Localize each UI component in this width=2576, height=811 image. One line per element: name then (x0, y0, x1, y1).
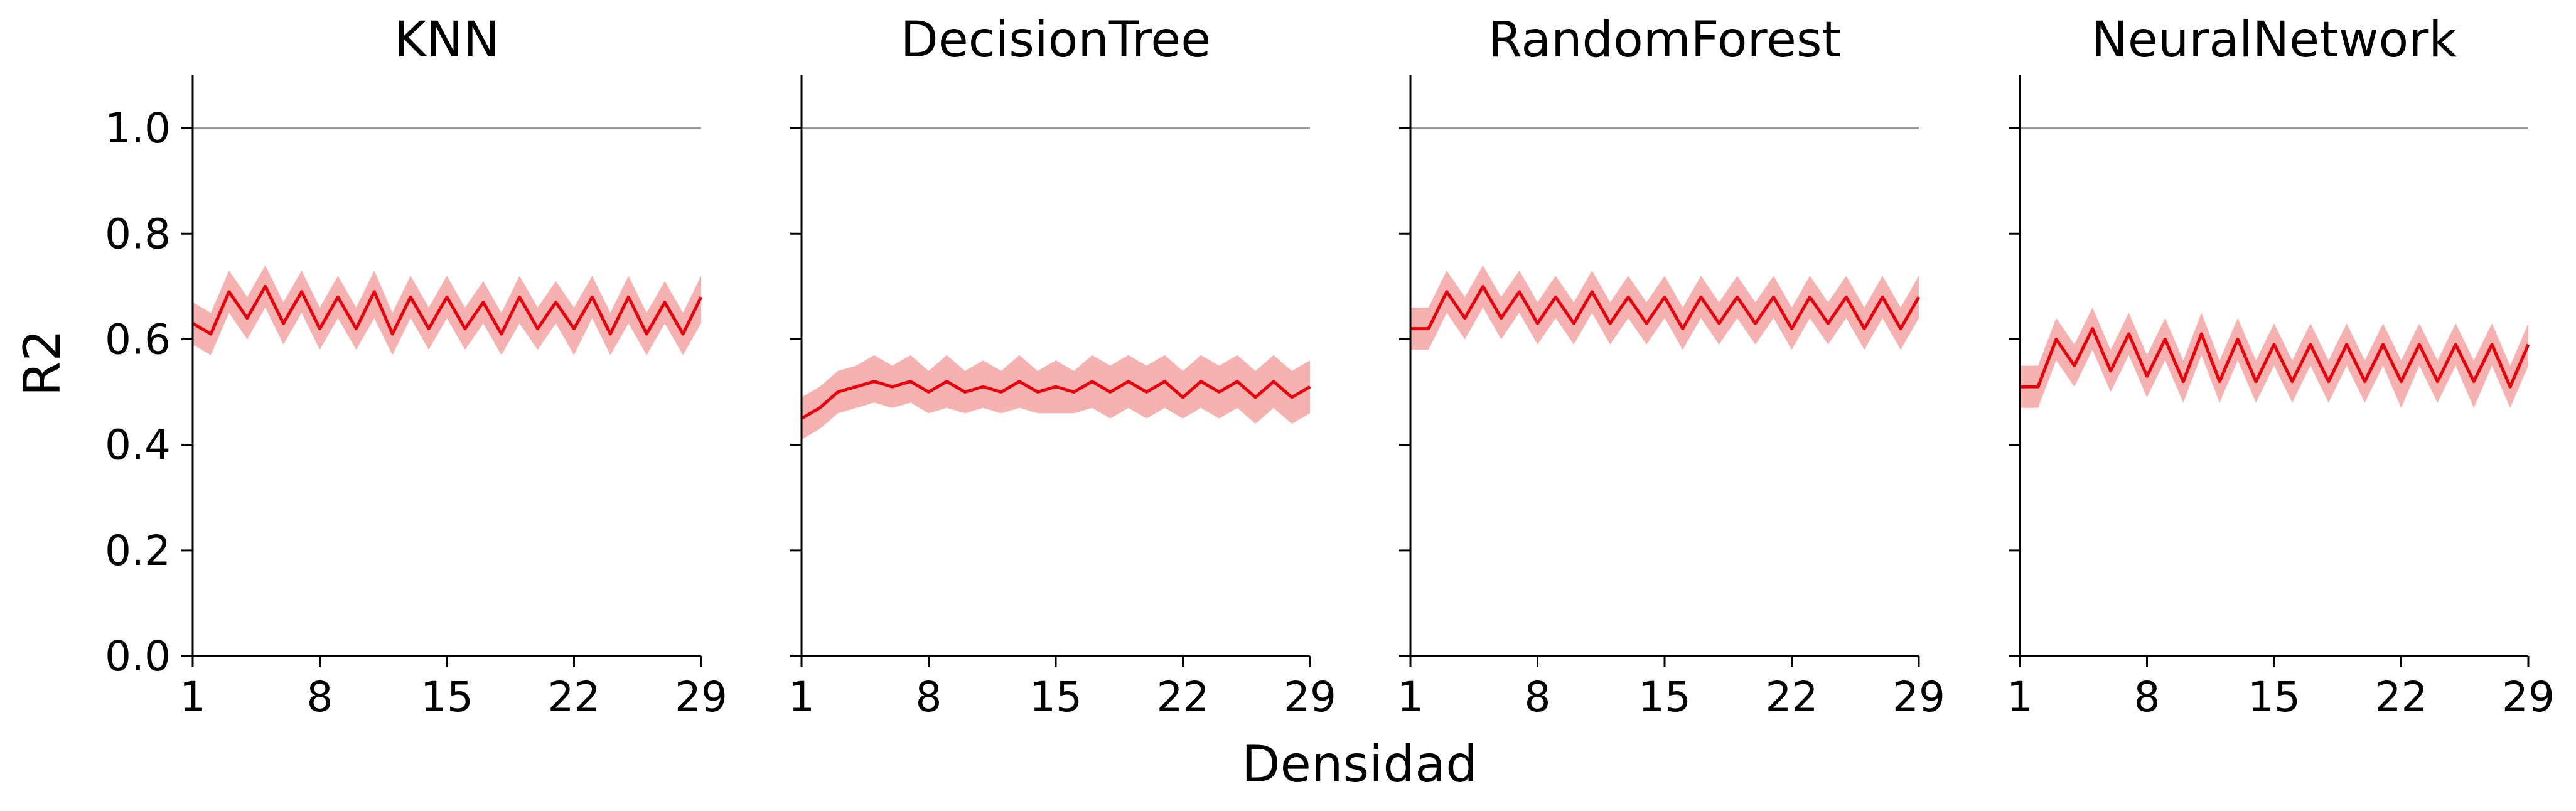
series-line (800, 380, 1311, 420)
y-tick-label: 0.0 (105, 632, 171, 680)
y-axis-label: R2 (13, 330, 72, 396)
x-tick-label: 15 (1638, 673, 1691, 721)
x-tick-label: 8 (2134, 673, 2160, 721)
chart-panel-4: NeuralNetwork 1 8 15 22 29 (2007, 12, 2555, 721)
y-tick-label: 0.8 (105, 210, 171, 258)
y-tick-label: 0.4 (105, 421, 171, 470)
panel-title: NeuralNetwork (2091, 12, 2457, 68)
series-line (191, 284, 703, 336)
x-tick-label: 29 (1284, 673, 1336, 721)
y-tick-label: 0.6 (105, 315, 171, 363)
x-tick-label: 15 (1029, 673, 1082, 721)
confidence-band (802, 355, 1310, 440)
x-tick-label: 15 (2248, 673, 2300, 721)
confidence-band (1410, 265, 1919, 350)
panel-title: DecisionTree (901, 12, 1211, 68)
chart-panel-1: KNN 0.0 0.2 0.4 0.6 0.8 1.0 1 8 15 22 29 (105, 12, 727, 721)
x-tick-label: 8 (1525, 673, 1551, 721)
series-line (2020, 327, 2530, 389)
chart-panel-2: DecisionTree 1 8 15 22 29 (788, 12, 1336, 721)
panel-title: KNN (394, 12, 500, 68)
x-tick-label: 1 (788, 673, 815, 721)
y-tick-label: 1.0 (105, 104, 171, 153)
x-tick-label: 1 (1397, 673, 1424, 721)
confidence-band (193, 265, 701, 355)
x-tick-label: 1 (2007, 673, 2033, 721)
x-tick-label: 22 (2375, 673, 2428, 721)
x-tick-label: 29 (1892, 673, 1945, 721)
x-tick-label: 15 (421, 673, 473, 721)
x-tick-label: 8 (916, 673, 942, 721)
x-tick-label: 1 (180, 673, 206, 721)
x-tick-label: 8 (307, 673, 333, 721)
series-line (1410, 284, 1921, 331)
chart-panel-3: RandomForest 1 8 15 22 29 (1397, 12, 1945, 721)
x-tick-label: 29 (2502, 673, 2555, 721)
x-tick-label: 29 (675, 673, 727, 721)
confidence-band (2020, 308, 2528, 408)
y-tick-label: 0.2 (105, 527, 171, 575)
x-tick-label: 22 (548, 673, 601, 721)
panel-title: RandomForest (1488, 12, 1841, 68)
x-tick-label: 22 (1157, 673, 1210, 721)
x-axis-label: Densidad (1242, 735, 1478, 793)
x-tick-label: 22 (1766, 673, 1818, 721)
